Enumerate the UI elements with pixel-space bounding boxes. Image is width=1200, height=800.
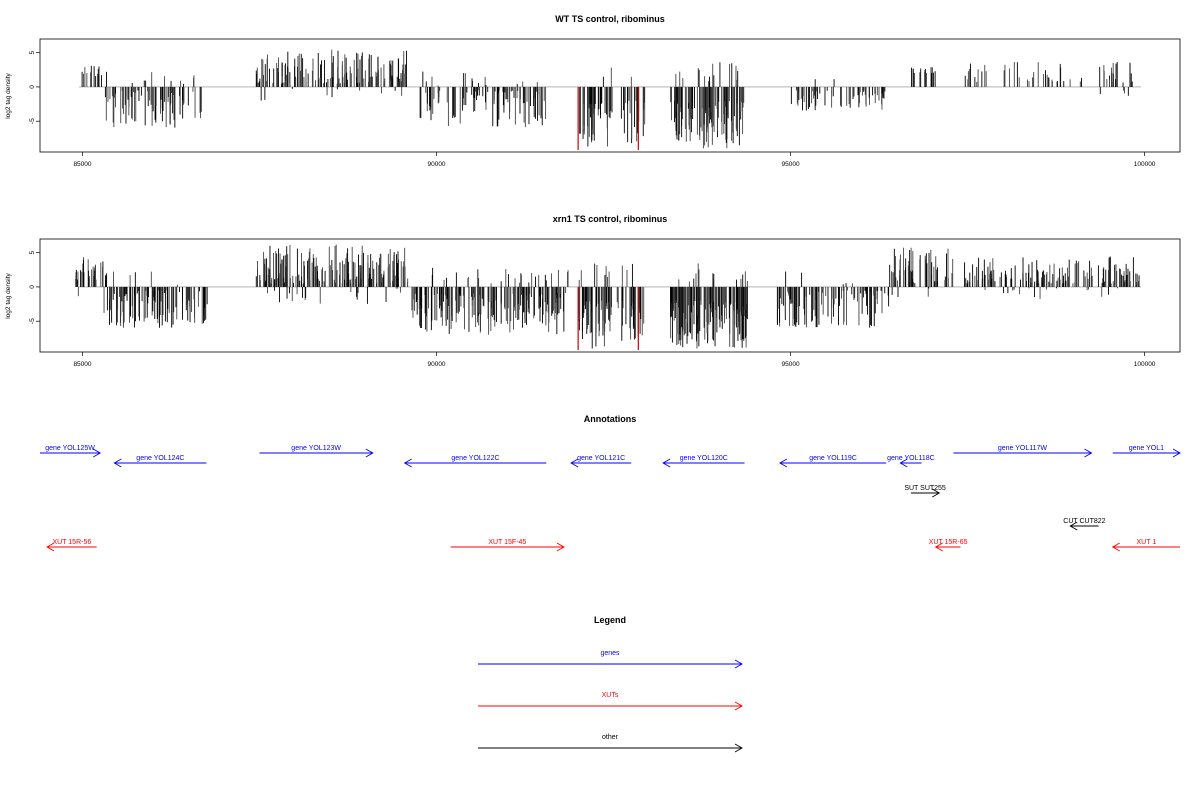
x-tick-label: 100000 — [1134, 361, 1156, 368]
feature-arrow: XUT 1 — [1111, 539, 1180, 552]
x-tick-label: 90000 — [427, 361, 445, 368]
feature-label: gene YOL120C — [680, 455, 728, 462]
feature-label: gene YOL122C — [451, 455, 499, 462]
wt-bars — [81, 49, 1133, 150]
feature-label: gene YOL119C — [809, 455, 857, 462]
feature-arrow: gene YOL123W — [259, 445, 374, 458]
feature-arrow: gene YOL121C — [570, 455, 632, 468]
xrn1-plot-frame — [39, 238, 1181, 353]
feature-arrow: gene YOL125W — [40, 445, 102, 458]
y-tick-label: -5 — [29, 318, 36, 324]
legend-label: other — [602, 734, 619, 741]
wt-track-title: WT TS control, ribominus — [555, 14, 665, 24]
feature-arrow: gene YOL118C — [887, 455, 935, 468]
feature-label: XUT 15F-45 — [488, 539, 526, 546]
feature-label: SUT SUT255 — [904, 485, 946, 492]
x-tick-label: 90000 — [427, 161, 445, 168]
feature-arrow: gene YOL119C — [779, 455, 887, 468]
y-tick-label: 5 — [29, 51, 36, 55]
feature-label: gene YOL121C — [577, 455, 625, 462]
feature-arrow: CUT CUT822 — [1063, 518, 1106, 531]
y-tick-label: -5 — [29, 118, 36, 124]
feature-arrow: SUT SUT255 — [904, 485, 946, 498]
x-tick-label: 95000 — [782, 361, 800, 368]
feature-arrow: XUT 15F-45 — [450, 539, 565, 552]
feature-arrow: gene YOL120C — [662, 455, 745, 468]
feature-label: XUT 1 — [1137, 539, 1157, 546]
xrn1-track-panel: xrn1 TS control, ribominus log2 tag dens… — [5, 214, 1181, 368]
feature-arrow: XUT 15R-56 — [46, 539, 97, 552]
wt-y-axis-label: log2 tag density — [5, 72, 12, 118]
xrn1-bars — [75, 244, 1140, 350]
legend-title: Legend — [594, 615, 626, 625]
feature-arrow: gene YOL122C — [403, 455, 547, 468]
annotation-features: gene YOL125W gene YOL124C gene YOL123W gene… — [40, 445, 1181, 552]
x-tick-label: 95000 — [782, 161, 800, 168]
y-tick-label: 0 — [29, 285, 36, 289]
annotations-title: Annotations — [584, 414, 637, 424]
x-tick-label: 85000 — [73, 161, 91, 168]
feature-label: CUT CUT822 — [1063, 518, 1105, 525]
feature-label: XUT 15R-56 — [52, 539, 91, 546]
legend-item: XUTs — [478, 692, 743, 711]
feature-label: gene YOL123W — [291, 445, 341, 452]
feature-label: gene YOL124C — [136, 455, 184, 462]
legend-label: XUTs — [602, 692, 619, 699]
xrn1-track-title: xrn1 TS control, ribominus — [553, 214, 668, 224]
feature-label: gene YOL117W — [998, 445, 1048, 452]
y-tick-label: 0 — [29, 85, 36, 89]
legend-label: genes — [600, 650, 620, 657]
feature-label: XUT 15R-65 — [929, 539, 968, 546]
feature-arrow: XUT 15R-65 — [929, 539, 968, 552]
xrn1-y-axis-label: log2 tag density — [5, 272, 12, 318]
feature-label: gene YOL118C — [887, 455, 935, 462]
feature-label: gene YOL125W — [45, 445, 95, 452]
legend-item: other — [478, 734, 743, 753]
x-tick-label: 100000 — [1134, 161, 1156, 168]
wt-track-panel: WT TS control, ribominus log2 tag densit… — [5, 14, 1181, 168]
feature-arrow: gene YOL124C — [113, 455, 207, 468]
feature-label: gene YOL1 — [1129, 445, 1164, 452]
legend-item: genes — [478, 650, 743, 669]
wt-plot-frame — [39, 38, 1181, 153]
x-tick-label: 85000 — [73, 361, 91, 368]
y-tick-label: 5 — [29, 251, 36, 255]
feature-arrow: gene YOL117W — [953, 445, 1093, 458]
feature-arrow: gene YOL1 — [1112, 445, 1181, 458]
legend: genes XUTs other — [478, 650, 743, 753]
